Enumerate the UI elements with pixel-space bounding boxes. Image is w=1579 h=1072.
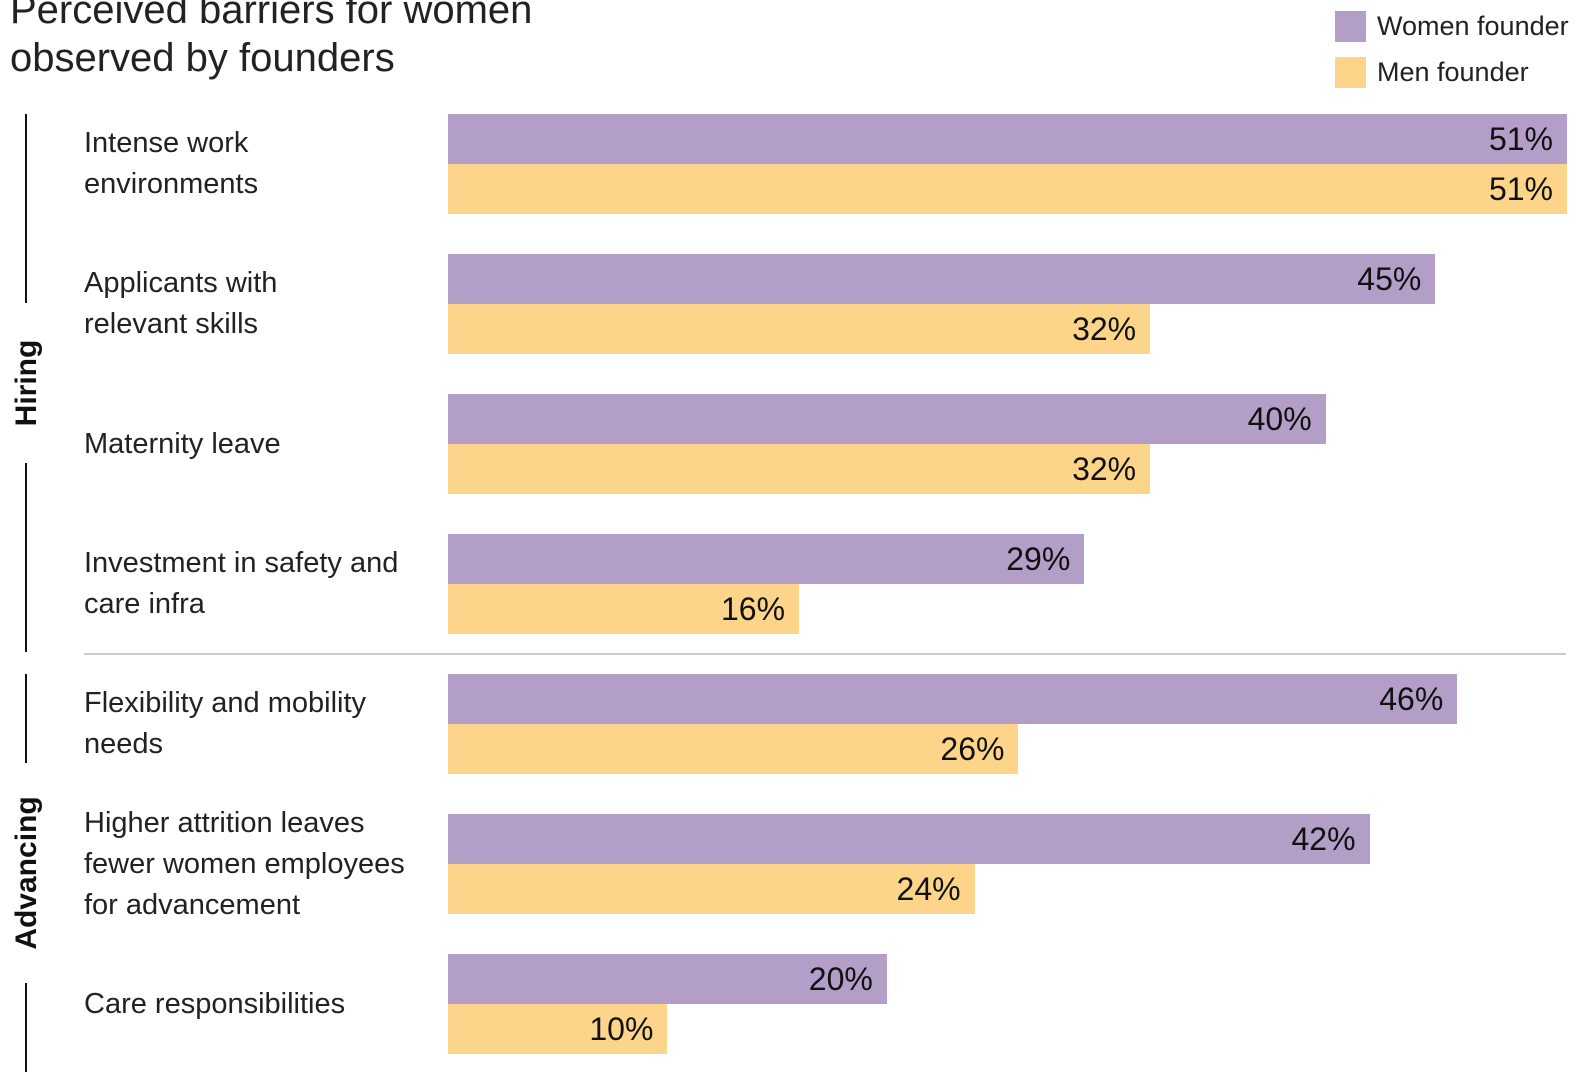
value-label: 42% [1291, 821, 1356, 857]
group-bracket [25, 114, 27, 303]
value-label: 40% [1247, 401, 1312, 437]
value-label: 32% [1072, 451, 1137, 487]
bar [448, 674, 1458, 724]
bar [448, 1004, 668, 1054]
value-label: 16% [721, 591, 786, 627]
bar [448, 394, 1326, 444]
category-label: Maternity leave [84, 427, 281, 460]
bar [448, 534, 1085, 584]
value-label: 26% [940, 731, 1005, 767]
value-label: 20% [808, 961, 873, 997]
group-bracket [25, 463, 27, 652]
category-label: Care responsibilities [84, 987, 346, 1020]
group-separator [84, 653, 1566, 655]
bar [448, 954, 887, 1004]
legend-swatch [1335, 11, 1366, 42]
legend-swatch [1335, 57, 1366, 88]
group-bracket [25, 674, 27, 763]
bar [448, 304, 1151, 354]
value-label: 29% [1006, 541, 1071, 577]
legend-label: Women founder [1377, 11, 1569, 41]
bar [448, 444, 1151, 494]
value-label: 46% [1379, 681, 1444, 717]
category-label: Investment in safety and care infra [84, 547, 399, 620]
value-label: 45% [1357, 261, 1422, 297]
value-label: 10% [589, 1011, 654, 1047]
value-label: 51% [1488, 171, 1553, 207]
bar [448, 584, 800, 634]
category-label: Higher attrition leaves fewer women empl… [84, 806, 405, 921]
value-label: 24% [896, 871, 961, 907]
value-label: 32% [1072, 311, 1137, 347]
bar [448, 724, 1019, 774]
group-label: Advancing [10, 796, 43, 950]
chart-title: Perceived barriers for women observed by… [10, 0, 533, 80]
group-bracket [25, 983, 27, 1072]
bar [448, 814, 1370, 864]
bar [448, 164, 1567, 214]
category-label: Flexibility and mobility needs [84, 687, 367, 760]
bar [448, 254, 1436, 304]
bar [448, 864, 975, 914]
group-label: Hiring [10, 339, 43, 427]
legend-label: Men founder [1377, 57, 1529, 87]
value-label: 51% [1488, 121, 1553, 157]
bar [448, 114, 1567, 164]
category-label: Applicants with relevant skills [84, 267, 278, 340]
category-label: Intense work environments [84, 127, 259, 200]
